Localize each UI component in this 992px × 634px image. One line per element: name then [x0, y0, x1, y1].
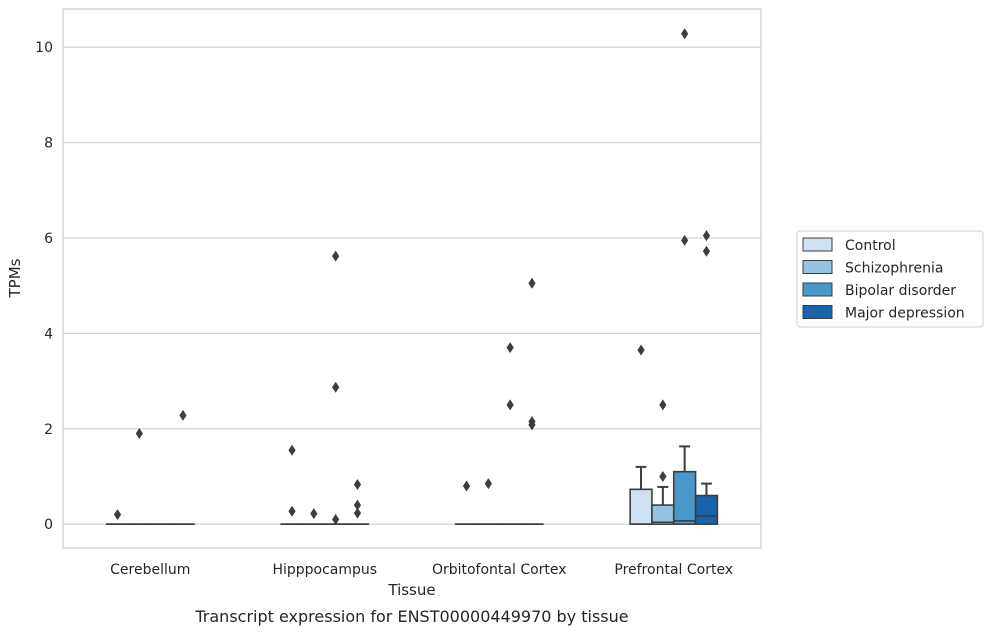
- box-plot: [694, 482, 719, 525]
- legend-label: Major depression: [845, 306, 965, 322]
- outlier-point: [179, 409, 187, 421]
- chart-title: Transcript expression for ENST0000044997…: [194, 607, 628, 626]
- legend: Control Schizophrenia Bipolar disorder Majo…: [796, 230, 984, 328]
- x-tick-label: Cerebellum: [110, 562, 190, 578]
- y-tick-label: 0: [44, 517, 53, 533]
- box-body: [651, 504, 675, 525]
- outlier-point: [288, 505, 296, 517]
- outlier-point: [135, 428, 143, 440]
- box-body: [629, 488, 653, 525]
- outlier-point: [659, 399, 667, 411]
- outlier-point: [332, 381, 340, 393]
- y-tick-label: 4: [44, 326, 53, 342]
- outlier-point: [353, 479, 362, 491]
- outlier-point: [332, 513, 340, 525]
- legend-swatch: [802, 282, 833, 297]
- plot-area: [63, 9, 761, 548]
- outlier-point: [113, 509, 122, 521]
- x-tick-label: Orbitofontal Cortex: [432, 562, 567, 578]
- outlier-point: [506, 342, 514, 354]
- y-axis-ticks: 0 2 4 6 8 10: [35, 40, 53, 533]
- outlier-point: [681, 28, 689, 40]
- outlier-point: [353, 507, 362, 519]
- y-axis-label: TPMs: [6, 258, 24, 298]
- plot-frame: [62, 8, 762, 549]
- y-tick-label: 8: [44, 136, 53, 152]
- x-axis-ticks: Cerebellum Hipppocampus Orbitofontal Corte…: [110, 562, 733, 578]
- legend-swatch: [802, 237, 833, 252]
- x-axis-label: Tissue: [387, 581, 435, 599]
- outlier-point: [681, 234, 689, 246]
- outlier-point: [528, 419, 536, 431]
- legend-label: Bipolar disorder: [845, 283, 956, 299]
- outlier-point: [528, 277, 536, 289]
- legend-frame: [796, 230, 984, 328]
- box-plot: [672, 445, 697, 525]
- x-tick-label: Prefrontal Cortex: [614, 562, 733, 578]
- box-body: [694, 494, 719, 525]
- outlier-point: [506, 399, 514, 411]
- y-tick-label: 6: [44, 231, 53, 247]
- box-body: [672, 470, 697, 525]
- outlier-point: [637, 344, 645, 356]
- y-tick-label: 10: [35, 40, 53, 56]
- outlier-point: [702, 230, 711, 242]
- outlier-point: [353, 499, 362, 511]
- legend-swatch: [802, 260, 833, 274]
- y-tick-label: 2: [44, 422, 53, 438]
- outlier-point: [332, 250, 340, 262]
- outlier-point: [702, 245, 711, 257]
- outlier-point: [484, 478, 492, 490]
- outlier-point: [310, 508, 318, 520]
- outlier-point: [462, 480, 471, 492]
- outlier-point: [288, 444, 296, 456]
- outlier-points: [113, 28, 711, 525]
- legend-label: Control: [845, 238, 896, 254]
- x-tick-label: Hipppocampus: [272, 562, 377, 578]
- outlier-point: [659, 470, 667, 482]
- legend-label: Schizophrenia: [845, 261, 943, 277]
- legend-swatch: [802, 305, 833, 319]
